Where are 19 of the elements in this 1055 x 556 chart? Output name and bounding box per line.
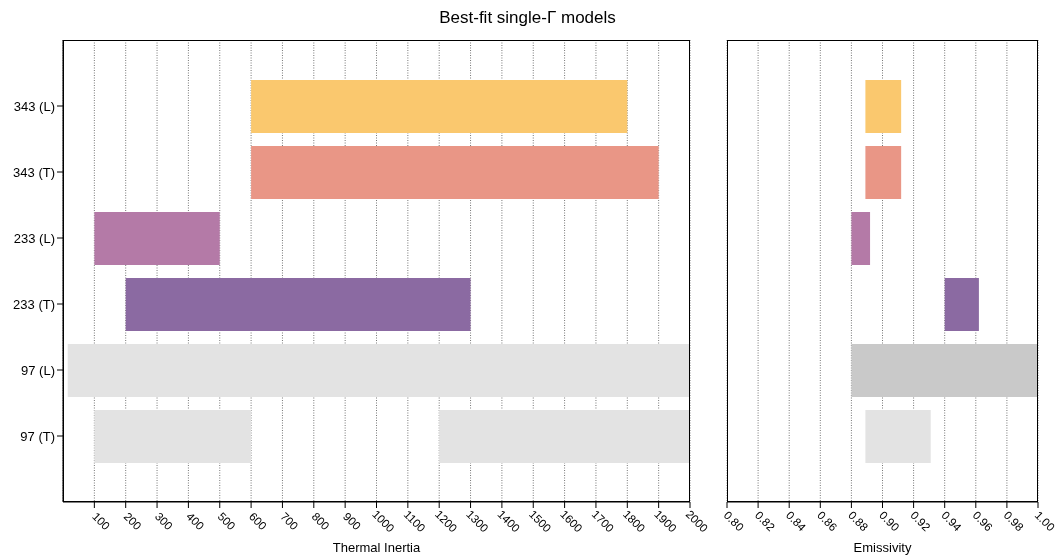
- y-tick-label: 343 (L): [13, 98, 55, 114]
- x-tick-label: 900: [340, 510, 363, 533]
- x-tick-label: 300: [152, 510, 175, 533]
- chart-title: Best-fit single-Γ models: [438, 8, 617, 28]
- x-tick-label: 600: [246, 510, 269, 533]
- x-tick-label: 400: [184, 510, 207, 533]
- y-tick-label: 343 (T): [13, 164, 55, 180]
- x-tick-label: 1.00: [1032, 509, 1055, 534]
- x-axis-title: Emissivity: [853, 540, 912, 555]
- y-tick-label: 233 (T): [13, 296, 55, 312]
- x-tick-label: 700: [278, 510, 301, 533]
- x-tick-label: 800: [309, 510, 332, 533]
- x-tick-label: 200: [121, 510, 144, 533]
- x-tick-label: 100: [90, 510, 113, 533]
- x-tick-label: 500: [215, 510, 238, 533]
- y-tick-label: 97 (L): [21, 362, 55, 378]
- y-tick-label: 97 (T): [20, 428, 55, 444]
- y-tick-label: 233 (L): [13, 230, 55, 246]
- x-axis-title: Thermal Inertia: [332, 540, 421, 555]
